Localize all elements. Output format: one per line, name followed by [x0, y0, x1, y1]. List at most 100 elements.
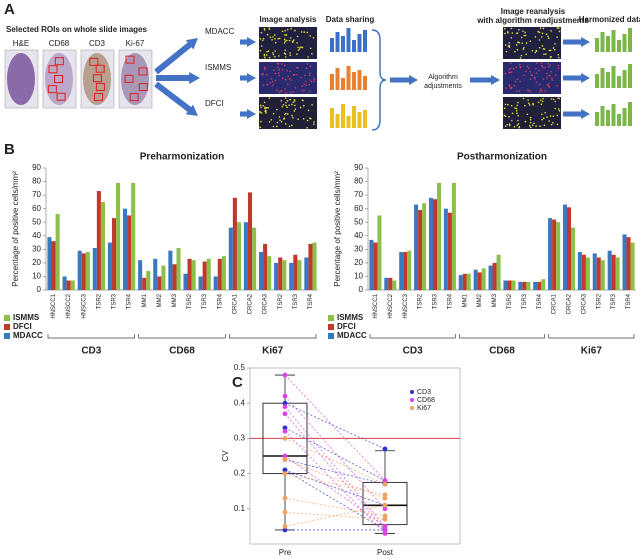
icon-bar [335, 114, 340, 128]
legend-label: DFCI [337, 322, 356, 331]
cell-dot [308, 72, 311, 75]
bar [596, 257, 601, 290]
cell-dot [313, 121, 315, 123]
pair-line [284, 459, 386, 485]
bar [217, 258, 222, 290]
cell-dot [541, 66, 544, 68]
cell-dot [543, 48, 546, 50]
cell-dot [528, 67, 530, 69]
cell-dot [312, 77, 315, 80]
cell-dot [510, 27, 513, 30]
cell-dot [539, 125, 541, 127]
cell-dot [261, 39, 264, 42]
cell-dot [514, 50, 516, 53]
icon-bar [346, 28, 351, 52]
cell-dot [533, 76, 536, 79]
cell-dot [552, 121, 554, 124]
cell-dot [306, 119, 309, 122]
cell-dot [313, 123, 315, 126]
cell-dot [275, 125, 278, 128]
roi-box [125, 55, 135, 64]
bar [66, 280, 71, 290]
cell-dot [557, 56, 560, 59]
bar [116, 182, 121, 290]
cell-dot [508, 85, 511, 88]
x-tick-label: MM3 [492, 293, 498, 307]
y-tick-label: 70 [32, 190, 41, 199]
cell-dot [525, 42, 528, 44]
cell-dot [541, 100, 544, 103]
cell-dot [505, 87, 507, 89]
x-tick-label: MM1 [462, 293, 468, 307]
arrow [470, 75, 500, 85]
cell-dot [312, 36, 315, 39]
cell-dot [515, 44, 518, 46]
cell-dot [259, 37, 262, 40]
bar [414, 204, 419, 290]
cell-dot [552, 98, 555, 101]
cell-dot [278, 37, 281, 40]
cell-dot [287, 113, 289, 115]
cell-dot [518, 41, 521, 44]
cell-dot [284, 40, 287, 42]
bar [81, 253, 86, 290]
cell-dot [541, 65, 543, 67]
legend-marker [410, 398, 414, 402]
cell-dot [535, 125, 537, 127]
cell-dot [278, 55, 280, 57]
x-tick-label: TSR4 [217, 293, 223, 309]
cell-dot [304, 74, 306, 77]
cell-dot [548, 120, 550, 122]
bar [274, 262, 279, 290]
bar [488, 265, 493, 290]
cell-dot [297, 67, 299, 69]
x-tick-label: TSR2 [187, 293, 193, 309]
legend-label: CD68 [417, 397, 435, 404]
group-bracket [47, 334, 136, 339]
cell-dot [545, 72, 548, 75]
cell-dot [522, 48, 525, 50]
bar [221, 256, 226, 290]
bar [236, 222, 242, 290]
cell-dot [547, 37, 550, 40]
algorithm-label: Algorithm [428, 74, 458, 81]
pair-line [284, 402, 386, 450]
cell-dot [288, 39, 291, 42]
stain-label: CD3 [89, 39, 106, 48]
cell-dot [307, 109, 310, 112]
bar [263, 243, 268, 290]
cell-dot [265, 112, 267, 114]
cell-dot [283, 52, 286, 54]
x-tick-label: CRCA3 [263, 293, 269, 314]
cell-dot [272, 84, 274, 86]
x-tick-label: TSR4 [447, 293, 453, 309]
cell-dot [285, 104, 287, 107]
cell-dot [550, 98, 553, 100]
cell-dot [503, 114, 506, 117]
cell-dot [262, 84, 265, 87]
x-tick-label: TSR3 [611, 293, 617, 309]
x-tick-label: MM2 [157, 293, 163, 307]
cell-dot [504, 32, 506, 35]
bar [92, 247, 97, 290]
cell-dot [302, 99, 304, 102]
bar [522, 281, 527, 290]
y-tick-label: 40 [32, 231, 41, 240]
bar [96, 191, 101, 290]
cell-dot [281, 30, 284, 33]
cell-dot [505, 50, 508, 53]
cell-dot [308, 90, 311, 93]
cell-dot [542, 117, 545, 120]
cell-dot [556, 114, 559, 117]
cell-dot [268, 27, 271, 29]
cell-dot [302, 104, 305, 107]
cell-dot [535, 49, 538, 52]
y-tick-label: 20 [32, 258, 41, 267]
bar [562, 204, 567, 290]
algorithm-label: adjustments [424, 83, 462, 90]
bar [451, 182, 456, 290]
icon-bar [617, 40, 621, 52]
group-label: Ki67 [262, 346, 284, 357]
point [382, 502, 388, 508]
bar [62, 276, 67, 290]
